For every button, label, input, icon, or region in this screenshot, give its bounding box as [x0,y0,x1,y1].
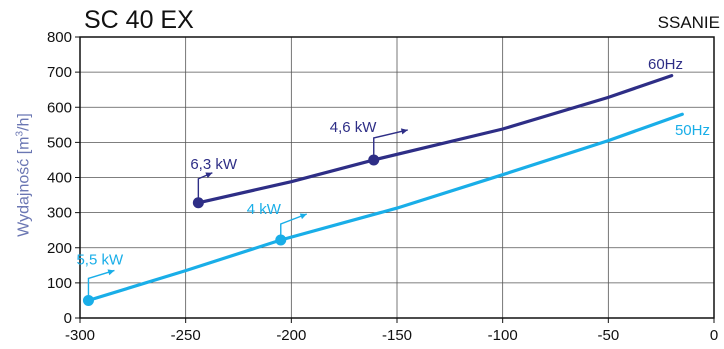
grid-lines [79,36,715,319]
power-label: 4,6 kW [330,119,378,136]
arrowhead-icon [299,213,307,220]
series-line-60hz [196,73,674,205]
series-line-50hz [86,112,684,302]
arrowhead-icon [107,269,115,276]
data-point [82,294,94,306]
y-tick-label: 700 [47,64,72,81]
chart-subtitle: SSANIE [657,13,720,32]
data-point [192,197,204,209]
data-point [368,154,380,166]
series-label: 50Hz [675,122,710,139]
y-tick-label: 300 [47,205,72,222]
x-tick-label: 0 [710,327,718,344]
y-tick-label: 0 [64,310,72,327]
x-tick-label: -250 [171,327,201,344]
y-tick-label: 200 [47,240,72,257]
data-point [275,234,287,246]
power-indicator-arrow [87,269,115,301]
arrowhead-icon [400,128,408,135]
power-indicator-arrow [373,129,408,160]
chart-title: SC 40 EX [84,6,194,34]
power-label: 6,3 kW [190,156,238,173]
y-tick-label: 100 [47,275,72,292]
x-tick-label: -150 [382,327,412,344]
x-tick-label: -50 [597,327,619,344]
y-tick-label: 600 [47,99,72,116]
series-60hz: 60Hz 6,3 kW 4,6 kW [190,56,683,209]
power-label: 5,5 kW [76,251,124,268]
x-tick-label: -100 [488,327,518,344]
power-label: 4 kW [247,201,282,218]
y-tick-label: 500 [47,134,72,151]
x-tick-label: -200 [276,327,306,344]
arrowhead-icon [205,172,213,179]
x-tick-label: -300 [65,327,95,344]
y-tick-label: 400 [47,170,72,187]
y-tick-label: 800 [47,29,72,46]
series-50hz: 50Hz 5,5 kW 4 kW [76,112,710,306]
series-label: 60Hz [648,56,683,73]
